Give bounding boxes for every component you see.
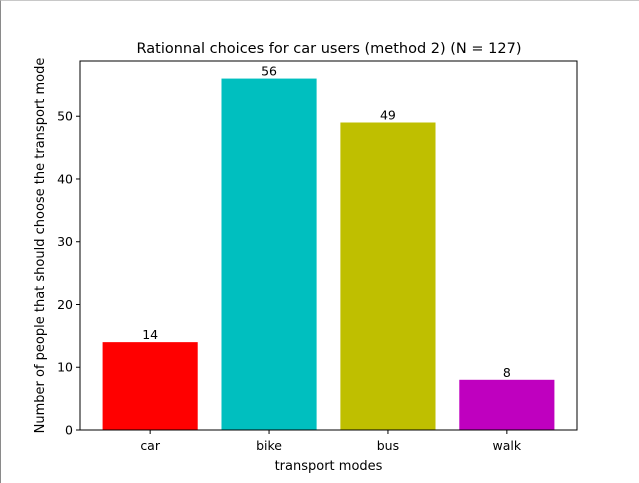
value-label-bus: 49 [380,108,396,123]
x-tick-label-bus: bus [377,438,399,453]
bars-group [102,78,555,431]
y-tick-label-40: 40 [57,171,73,186]
y-axis: 0 10 20 30 40 50 [57,109,80,438]
bar-walk [459,379,555,430]
chart-title: Rationnal choices for car users (method … [137,41,522,57]
y-axis-label: Number of people that should choose the … [33,58,48,434]
value-label-bike: 56 [261,64,277,79]
x-tick-label-walk: walk [493,438,522,453]
plot-area-frame [79,60,578,431]
y-tick-label-20: 20 [57,297,73,312]
value-labels-group: 14 56 49 8 [142,64,511,380]
bar-bike [221,78,317,431]
y-tick-label-50: 50 [57,109,73,124]
bar-car [102,342,198,430]
x-axis-label: transport modes [275,459,383,474]
y-tick-label-10: 10 [57,360,73,375]
value-label-walk: 8 [503,365,511,380]
value-label-car: 14 [142,327,158,342]
y-tick-label-30: 30 [57,234,73,249]
bar-bus [340,122,436,430]
y-tick-label-0: 0 [65,423,73,438]
x-tick-label-bike: bike [256,438,282,453]
x-axis: car bike bus walk [140,430,522,453]
x-tick-label-car: car [140,438,161,453]
